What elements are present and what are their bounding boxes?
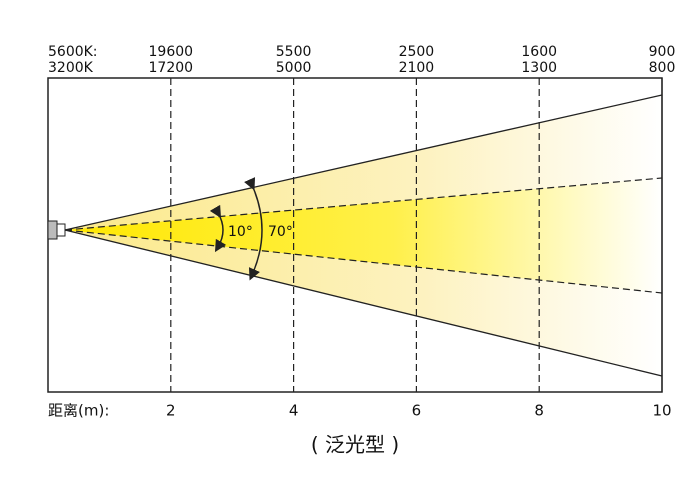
angle-arc	[209, 204, 227, 253]
lux-3200k: 17200	[149, 60, 194, 76]
distance: 6	[412, 402, 422, 420]
lux-3200k: 2100	[399, 60, 435, 76]
caption: ( 泛光型 )	[311, 433, 399, 457]
lux-5600k: 19600	[149, 44, 194, 60]
beam-edge	[64, 229, 663, 377]
lux-5600k: 900	[649, 44, 676, 60]
lux-5600k: 2500	[399, 44, 435, 60]
row-label: 5600K:	[48, 44, 98, 60]
lux-5600k: 5500	[276, 44, 312, 60]
lux-3200k: 5000	[276, 60, 312, 76]
row-label: 3200K	[48, 60, 94, 76]
distance: 8	[534, 402, 544, 420]
distance: 2	[166, 402, 176, 420]
beam	[64, 94, 663, 377]
angle-arc	[244, 177, 263, 281]
angle-label: 70°	[268, 224, 293, 240]
beam-edge	[64, 94, 663, 231]
light-source	[47, 220, 58, 240]
angle-label: 10°	[228, 224, 253, 240]
lux-3200k: 800	[649, 60, 676, 76]
distance: 10	[652, 402, 671, 420]
lux-3200k: 1300	[521, 60, 557, 76]
light-lens	[56, 223, 66, 237]
inner-beam	[65, 178, 662, 293]
distance-label: 距离(m):	[48, 402, 109, 420]
beam-edge	[64, 229, 663, 294]
lux-5600k: 1600	[521, 44, 557, 60]
beam-edge	[64, 177, 663, 231]
distance: 4	[289, 402, 299, 420]
